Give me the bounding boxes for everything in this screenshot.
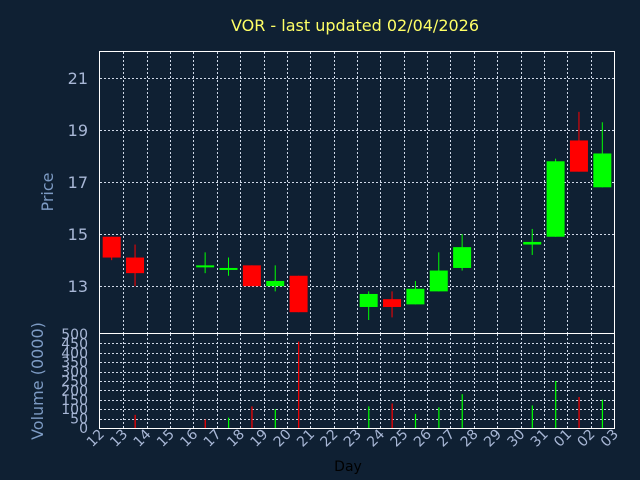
volume-bar (228, 417, 230, 428)
volume-tick-label: 450 (61, 336, 88, 352)
day-axis-label: Day (334, 459, 362, 475)
volume-bars (134, 341, 604, 428)
price-tick-label: 15 (68, 225, 88, 244)
candle-body (289, 275, 308, 313)
volume-bar (134, 414, 136, 428)
candle-body (429, 270, 448, 292)
volume-bar (578, 396, 580, 428)
volume-gridlines (100, 334, 614, 428)
volume-bar (251, 406, 253, 428)
price-axis-label: Price (38, 172, 57, 211)
candle-body (242, 265, 261, 287)
volume-bar (555, 381, 557, 428)
volume-bar (274, 409, 276, 428)
volume-bar (461, 394, 463, 428)
volume-tick-label: 200 (61, 383, 88, 399)
volume-bar (204, 419, 206, 428)
volume-panel-frame (99, 333, 615, 429)
volume-bar (414, 413, 417, 428)
volume-tick-label: 250 (61, 374, 88, 390)
price-tick-label: 19 (68, 121, 88, 140)
chart-title: VOR - last updated 02/04/2026 (231, 16, 479, 35)
candle-body (102, 236, 121, 258)
volume-bar (298, 341, 300, 428)
candle-body (266, 280, 285, 287)
candle-body (196, 265, 215, 268)
volume-tick-label: 400 (61, 346, 88, 362)
candle-body (359, 293, 378, 307)
volume-tick-label: 350 (61, 355, 88, 371)
candle-body (126, 257, 145, 274)
price-candles (102, 111, 612, 320)
volume-tick-label: 50 (70, 412, 88, 428)
volume-bar (391, 403, 393, 428)
candle-body (593, 153, 612, 188)
day-tick-labels: 12 13 14 15 16 17 18 19 20 21 22 23 24 25 26 27 28 29 30 31… (84, 426, 622, 450)
candle-body (219, 267, 238, 270)
price-tick-label: 13 (68, 277, 88, 296)
candle-body (523, 241, 542, 245)
volume-tick-label: 100 (61, 402, 88, 418)
candle-body (546, 161, 565, 237)
volume-tick-label: 500 (61, 327, 88, 343)
volume-bar (601, 399, 604, 428)
candle-body (569, 140, 588, 172)
volume-axis-label: Volume (0000) (28, 322, 47, 440)
volume-tick-label: 300 (61, 365, 88, 381)
candle-body (406, 288, 425, 305)
volume-bar (438, 407, 440, 428)
candle-body (453, 247, 472, 268)
price-tick-label: 17 (68, 173, 88, 192)
candle-body (383, 299, 402, 307)
volume-bar (368, 406, 370, 428)
volume-tick-label: 0 (79, 421, 88, 437)
volume-bar (531, 405, 533, 428)
price-tick-labels: 13 15 17 19 21 (68, 69, 88, 296)
price-tick-label: 21 (68, 69, 88, 88)
price-gridlines (100, 52, 614, 333)
volume-tick-label: 150 (61, 393, 88, 409)
